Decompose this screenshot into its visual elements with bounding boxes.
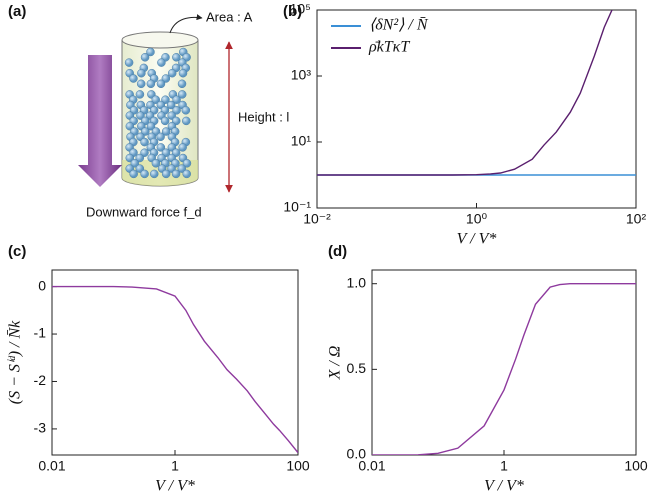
y-tick-label: -3 xyxy=(34,420,47,436)
data-line xyxy=(317,10,613,176)
particle xyxy=(181,106,191,115)
particle xyxy=(136,111,145,120)
particle xyxy=(177,164,187,173)
x-axis-label: V / V* xyxy=(457,231,497,248)
particle xyxy=(156,79,166,89)
x-tick-label: 10⁻² xyxy=(303,211,331,227)
particle xyxy=(172,53,181,62)
y-tick-label: 0 xyxy=(38,277,46,293)
panel-label: (a) xyxy=(8,3,26,20)
panel-label: (d) xyxy=(328,243,347,260)
y-tick-label: 10⁻¹ xyxy=(283,199,311,215)
area-label: Area : A xyxy=(206,9,253,24)
particle xyxy=(146,79,156,89)
y-tick-label: -2 xyxy=(34,372,47,388)
y-tick-label: 10³ xyxy=(291,67,312,83)
y-axis-label: X / Ω xyxy=(327,346,344,381)
particle xyxy=(166,100,176,110)
y-tick-label: 1.0 xyxy=(347,274,367,290)
legend-label: ⟨δN²⟩ / N̄ xyxy=(369,17,429,34)
particle xyxy=(171,169,181,179)
particle xyxy=(135,153,145,163)
y-tick-label: 0.5 xyxy=(347,360,367,376)
particle xyxy=(140,148,149,157)
particle xyxy=(125,153,135,163)
particle xyxy=(151,159,161,168)
particle xyxy=(167,68,177,78)
particle xyxy=(140,169,149,179)
panel-label: (b) xyxy=(283,3,302,20)
x-tick-label: 10² xyxy=(626,211,647,227)
height-label: Height : l xyxy=(238,109,289,124)
particle xyxy=(178,143,187,152)
cylinder-top xyxy=(121,31,199,49)
particle xyxy=(182,159,192,168)
diagram: (a) Area : A Height : l Downward force f… xyxy=(8,3,289,219)
particle xyxy=(137,68,146,78)
force-label: Downward force f_d xyxy=(86,204,202,219)
particle xyxy=(157,58,166,67)
particle xyxy=(141,127,150,136)
particle xyxy=(182,169,191,179)
particle xyxy=(149,169,159,179)
particle xyxy=(156,132,165,142)
x-tick-label: 1 xyxy=(171,458,179,474)
y-tick-label: -1 xyxy=(34,325,47,341)
x-tick-label: 1 xyxy=(500,458,508,474)
legend-label: ρ̄kTκT xyxy=(368,39,410,56)
y-axis-label: (S − Sⁱᵈ) / N̄k xyxy=(7,320,24,404)
plot-frame xyxy=(371,269,637,456)
particle xyxy=(136,79,146,89)
plot-frame xyxy=(316,9,637,209)
particle xyxy=(129,74,138,83)
particle xyxy=(124,58,134,67)
panel-label: (c) xyxy=(8,243,26,260)
data-line xyxy=(52,285,298,454)
x-tick-label: 0.01 xyxy=(38,458,65,474)
particle xyxy=(161,127,171,136)
particle xyxy=(146,121,156,131)
particle xyxy=(156,143,166,152)
y-tick-label: 10¹ xyxy=(291,133,312,149)
pointer-arrow xyxy=(169,14,203,34)
y-tick-label: 0.0 xyxy=(347,446,367,462)
particle xyxy=(140,137,149,147)
x-tick-label: 10⁰ xyxy=(466,211,488,227)
particle xyxy=(129,169,138,179)
x-axis-label: V / V* xyxy=(155,478,195,495)
particle xyxy=(177,79,187,89)
x-tick-label: 100 xyxy=(624,458,648,474)
particle xyxy=(182,116,191,126)
x-tick-label: 100 xyxy=(286,458,310,474)
particle xyxy=(140,53,150,62)
x-axis-label: V / V* xyxy=(484,478,524,495)
particle xyxy=(177,90,187,99)
plot-frame xyxy=(51,269,299,456)
particle xyxy=(135,164,145,173)
particle xyxy=(172,95,181,104)
force-arrow xyxy=(78,55,122,187)
data-line xyxy=(372,283,636,455)
particle xyxy=(146,47,155,57)
particle xyxy=(130,159,140,168)
x-tick-label: 0.01 xyxy=(358,458,385,474)
particle xyxy=(135,90,145,99)
particle xyxy=(151,95,160,104)
particle xyxy=(161,74,171,83)
particle xyxy=(178,68,188,78)
particle xyxy=(172,106,181,115)
y-tick-label: 10⁵ xyxy=(290,1,311,17)
particle xyxy=(160,116,170,126)
particle xyxy=(161,169,171,179)
